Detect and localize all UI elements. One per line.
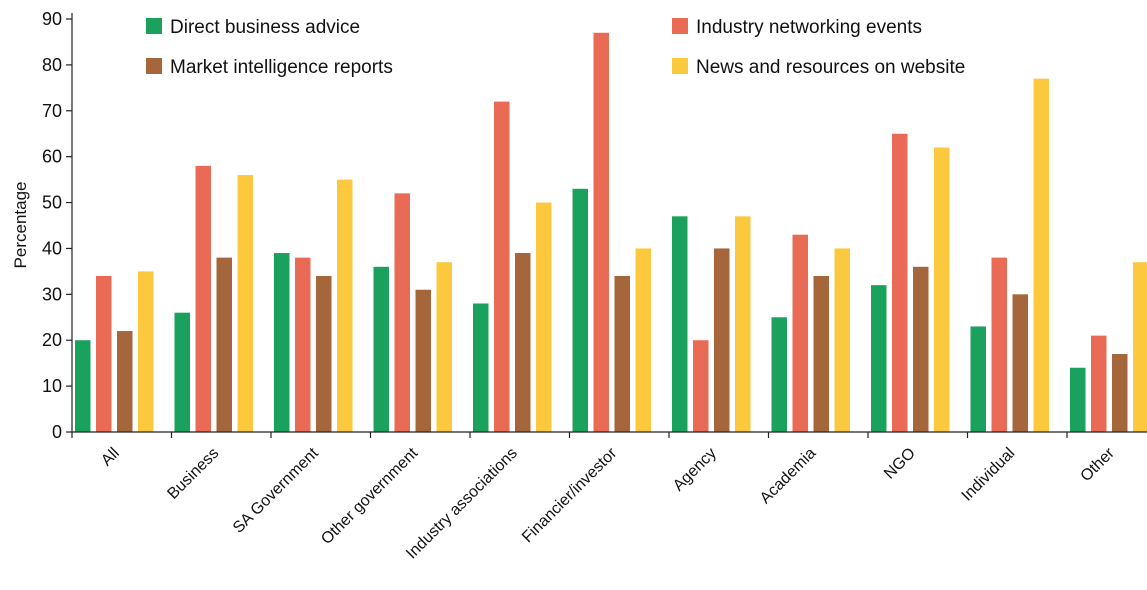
bar-3-academia	[813, 275, 829, 432]
bar-4-all	[138, 271, 154, 432]
bar-2-agency	[693, 340, 709, 432]
legend-swatch	[146, 18, 162, 34]
bar-1-financier-investor	[572, 188, 588, 432]
bar-1-other-government	[373, 266, 389, 432]
bar-4-sa-government	[337, 179, 353, 432]
x-tick-label: Financier/investor	[519, 444, 621, 546]
bar-3-business	[216, 257, 232, 432]
bar-3-financier-investor	[614, 275, 630, 432]
x-tick-label: Agency	[670, 445, 720, 495]
bar-4-agency	[735, 216, 751, 432]
bar-4-industry-associations	[536, 202, 552, 432]
bar-2-academia	[792, 234, 808, 432]
x-tick-label: Other	[1078, 444, 1119, 485]
legend-label: News and resources on website	[696, 57, 965, 78]
bar-4-financier-investor	[635, 248, 651, 432]
x-tick-label: Business	[164, 445, 222, 503]
bar-4-individual	[1033, 78, 1049, 433]
x-tick-label: Industry associations	[403, 445, 521, 563]
bar-1-all	[75, 340, 91, 432]
bar-2-ngo	[892, 133, 908, 432]
y-tick-label: 60	[42, 147, 62, 167]
bar-2-individual	[991, 257, 1007, 432]
bar-3-individual	[1012, 294, 1028, 432]
legend-swatch	[672, 58, 688, 74]
bar-2-other	[1091, 335, 1107, 432]
bar-4-academia	[834, 248, 850, 432]
bar-1-agency	[672, 216, 688, 432]
legend: Direct business advice Industry networkin…	[146, 17, 965, 78]
bar-1-business	[174, 312, 190, 432]
x-tick-label: NGO	[881, 445, 919, 483]
y-tick-label: 0	[52, 422, 62, 442]
x-tick-label: Other government	[318, 444, 422, 548]
bar-3-other-government	[415, 289, 431, 432]
y-tick-label: 80	[42, 55, 62, 75]
bar-4-ngo	[934, 147, 950, 432]
bar-4-business	[237, 175, 253, 432]
legend-label: Direct business advice	[170, 17, 360, 38]
bar-4-other-government	[436, 262, 452, 432]
bars-group	[75, 32, 1147, 433]
legend-swatch	[672, 18, 688, 34]
y-tick-label: 20	[42, 330, 62, 350]
y-tick-label: 40	[42, 238, 62, 258]
bar-3-industry-associations	[515, 253, 531, 432]
bar-3-sa-government	[316, 275, 332, 432]
y-axis-title: Percentage	[11, 182, 30, 269]
bar-4-other	[1133, 262, 1147, 432]
bar-1-ngo	[871, 285, 887, 432]
bar-1-industry-associations	[473, 303, 489, 432]
bar-2-all	[96, 275, 112, 432]
bar-2-financier-investor	[593, 32, 609, 433]
bar-2-industry-associations	[494, 101, 510, 432]
bar-1-academia	[771, 317, 787, 432]
x-tick-label: Individual	[959, 445, 1019, 505]
y-tick-label: 70	[42, 101, 62, 121]
legend-swatch	[146, 58, 162, 74]
bar-3-ngo	[913, 266, 929, 432]
bar-1-sa-government	[274, 253, 290, 432]
x-tick-label: All	[98, 445, 123, 470]
bar-3-agency	[714, 248, 730, 432]
y-tick-label: 50	[42, 193, 62, 213]
bar-2-business	[195, 165, 211, 432]
x-tick-label: SA Government	[230, 444, 322, 536]
y-tick-label: 10	[42, 376, 62, 396]
bar-3-all	[117, 331, 133, 432]
bar-2-other-government	[394, 193, 410, 432]
legend-label: Market intelligence reports	[170, 57, 393, 78]
x-tick-label: Academia	[757, 445, 819, 507]
legend-label: Industry networking events	[696, 17, 922, 38]
bar-1-individual	[970, 326, 986, 432]
y-tick-label: 30	[42, 284, 62, 304]
bar-3-other	[1112, 353, 1128, 432]
y-tick-label: 90	[42, 9, 62, 29]
bar-2-sa-government	[295, 257, 311, 432]
bar-1-other	[1070, 367, 1086, 432]
